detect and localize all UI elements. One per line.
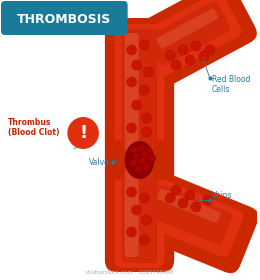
FancyBboxPatch shape: [157, 188, 221, 223]
Text: shutterstock.com · 1095748490: shutterstock.com · 1095748490: [84, 269, 173, 274]
Circle shape: [132, 60, 141, 70]
Circle shape: [140, 193, 149, 203]
Circle shape: [205, 45, 215, 55]
Text: Valve: Valve: [89, 158, 110, 167]
Circle shape: [127, 227, 136, 237]
Circle shape: [165, 50, 175, 60]
FancyBboxPatch shape: [149, 186, 232, 244]
Circle shape: [130, 159, 138, 167]
FancyBboxPatch shape: [139, 0, 242, 76]
Circle shape: [203, 195, 213, 205]
Circle shape: [191, 41, 201, 51]
Circle shape: [140, 85, 149, 95]
Text: THROMBOSIS: THROMBOSIS: [17, 13, 112, 25]
Circle shape: [144, 67, 153, 77]
FancyBboxPatch shape: [156, 8, 218, 49]
Circle shape: [138, 157, 145, 165]
FancyBboxPatch shape: [115, 24, 164, 268]
Circle shape: [141, 215, 151, 225]
Circle shape: [199, 51, 209, 61]
Circle shape: [178, 45, 188, 55]
Circle shape: [132, 100, 141, 110]
Text: Veins: Veins: [212, 190, 232, 199]
Text: Thrombus
(Blood Clot): Thrombus (Blood Clot): [8, 118, 60, 137]
FancyBboxPatch shape: [141, 179, 243, 257]
Circle shape: [145, 161, 152, 169]
Circle shape: [171, 60, 181, 70]
Circle shape: [141, 127, 151, 137]
Circle shape: [185, 55, 195, 65]
Circle shape: [140, 151, 148, 159]
FancyBboxPatch shape: [122, 29, 157, 263]
Circle shape: [127, 187, 136, 197]
Circle shape: [141, 113, 151, 123]
Circle shape: [165, 193, 175, 203]
FancyBboxPatch shape: [125, 33, 139, 257]
Circle shape: [66, 116, 100, 150]
Ellipse shape: [152, 140, 170, 180]
Circle shape: [178, 198, 188, 208]
Circle shape: [140, 235, 149, 245]
Circle shape: [142, 163, 150, 171]
FancyBboxPatch shape: [148, 1, 230, 66]
Circle shape: [145, 148, 152, 156]
Circle shape: [138, 144, 145, 152]
Circle shape: [133, 153, 140, 161]
Circle shape: [130, 146, 138, 154]
Circle shape: [127, 77, 136, 87]
Circle shape: [147, 154, 155, 162]
Circle shape: [185, 190, 195, 200]
FancyBboxPatch shape: [130, 0, 257, 88]
Circle shape: [132, 205, 141, 215]
FancyBboxPatch shape: [133, 171, 259, 273]
Ellipse shape: [125, 141, 154, 179]
Ellipse shape: [109, 140, 127, 180]
Text: !: !: [79, 124, 87, 142]
FancyBboxPatch shape: [105, 18, 174, 272]
Circle shape: [140, 40, 149, 50]
Text: Red Blood
Cells: Red Blood Cells: [212, 75, 250, 94]
Circle shape: [127, 123, 136, 133]
Circle shape: [191, 202, 201, 212]
Circle shape: [135, 165, 142, 173]
FancyBboxPatch shape: [1, 1, 128, 35]
Circle shape: [127, 45, 136, 55]
Circle shape: [171, 185, 181, 195]
